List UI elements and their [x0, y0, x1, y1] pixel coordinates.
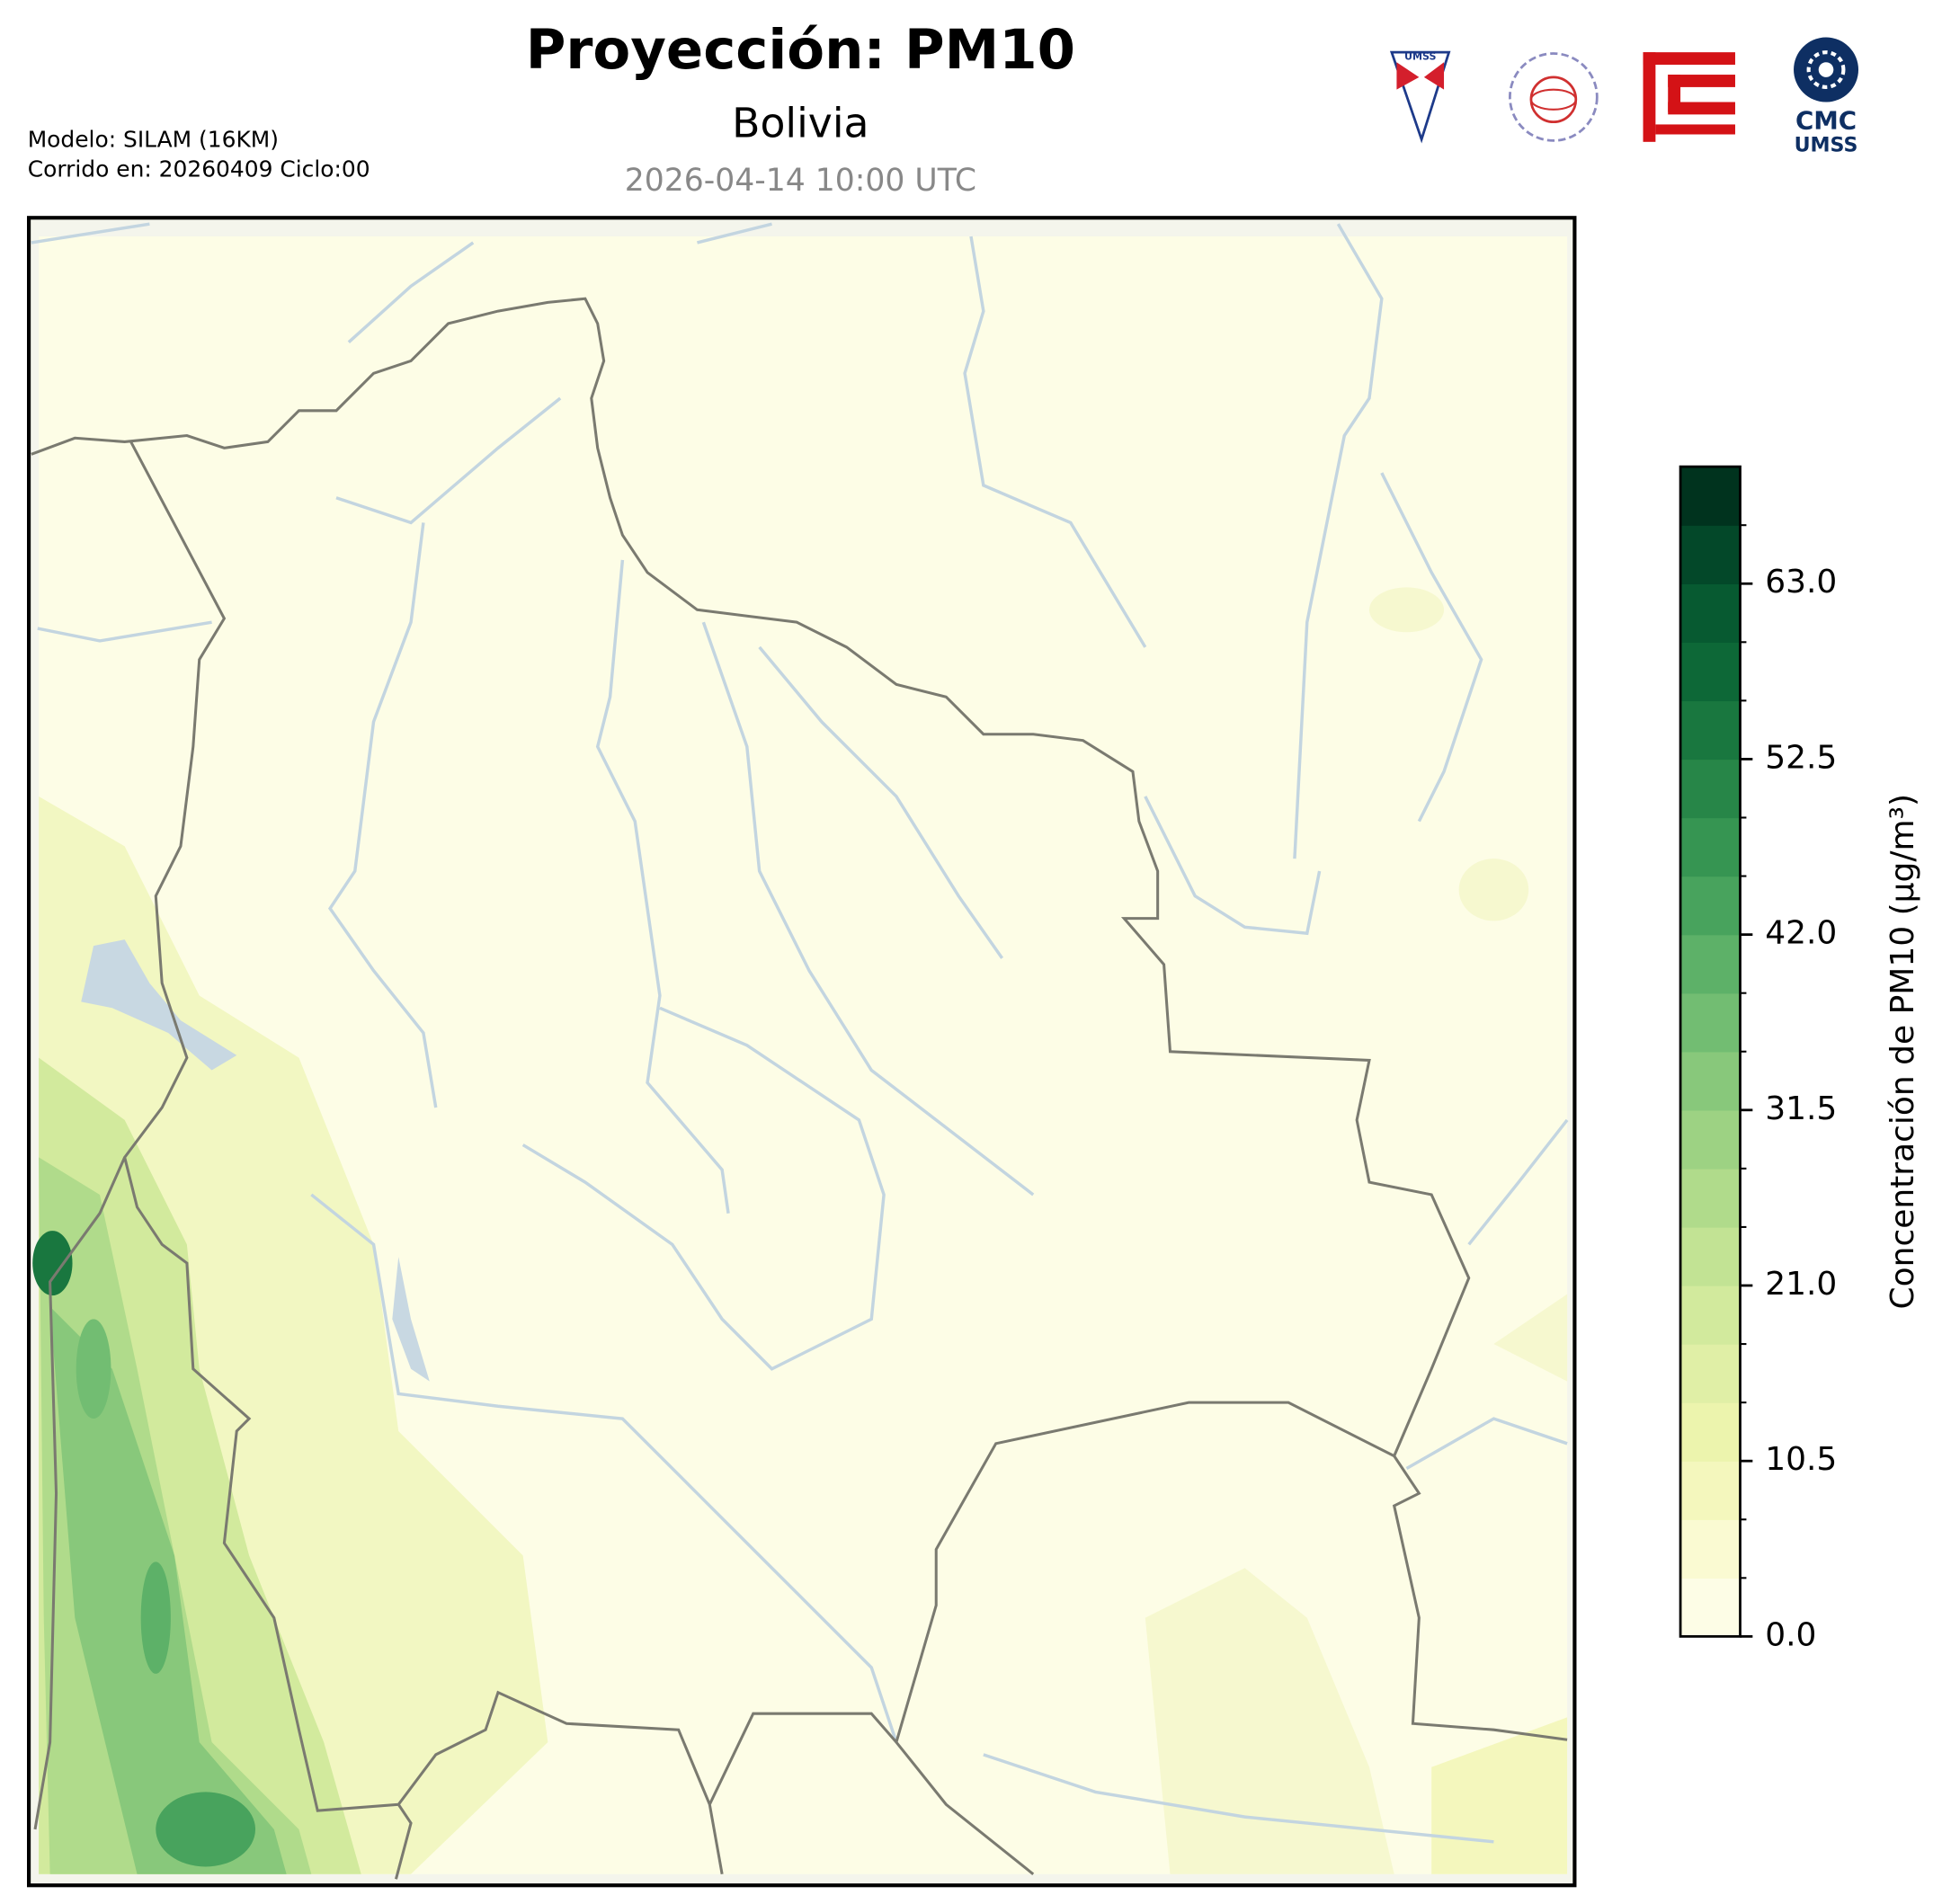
colorbar-band: [1680, 525, 1741, 584]
logo-red: [1643, 52, 1735, 142]
colorbar-band: [1680, 876, 1741, 936]
colorbar-band: [1680, 583, 1741, 643]
logo-text: UMSS: [1404, 51, 1436, 63]
colorbar-band: [1680, 1402, 1741, 1462]
logo-text: UMSS: [1795, 133, 1858, 156]
colorbar-label: Concentración de PM10 (μg/m³): [1884, 794, 1921, 1309]
colorbar-band: [1680, 1461, 1741, 1520]
colorbar-tick-label: 10.5: [1765, 1441, 1837, 1478]
colorbar-band: [1680, 817, 1741, 877]
run-info: Corrido en: 20260409 Ciclo:00: [28, 156, 370, 182]
colorbar-band: [1680, 1168, 1741, 1228]
colorbar-tick-label: 63.0: [1765, 564, 1837, 601]
logo-cmc: CMC UMSS: [1794, 37, 1859, 156]
colorbar-band: [1680, 759, 1741, 819]
model-info: Modelo: SILAM (16KM): [28, 126, 279, 152]
colorbar-band: [1680, 642, 1741, 702]
colorbar-frame: [1679, 465, 1742, 1638]
colorbar-band: [1680, 1578, 1741, 1638]
colorbar: 0.0 10.5 21.0 31.5 42.0 52.5 63.0: [1679, 465, 1837, 1653]
subtitle: Bolivia: [732, 99, 869, 147]
colorbar-tick-label: 0.0: [1765, 1616, 1816, 1653]
logo-text: CMC: [1795, 106, 1857, 136]
colorbar-band: [1680, 700, 1741, 761]
colorbar-tick-label: 42.0: [1765, 915, 1837, 952]
title: Proyección: PM10: [526, 18, 1075, 82]
logo-umss: UMSS: [1389, 51, 1451, 144]
colorbar-tick-label: 21.0: [1765, 1266, 1837, 1303]
colorbar-band: [1680, 934, 1741, 994]
colorbar-band: [1680, 1226, 1741, 1286]
datetime: 2026-04-14 10:00 UTC: [625, 163, 976, 199]
logo-fisica: [1509, 52, 1599, 142]
colorbar-band: [1680, 1344, 1741, 1403]
colorbar-band: [1680, 1051, 1741, 1111]
map: [26, 216, 1577, 1888]
colorbar-tick-label: 52.5: [1765, 739, 1837, 776]
colorbar-band: [1680, 1109, 1741, 1170]
colorbar-band: [1680, 1285, 1741, 1345]
colorbar-band: [1680, 467, 1741, 526]
colorbar-band: [1680, 1519, 1741, 1579]
colorbar-tick-label: 31.5: [1765, 1090, 1837, 1127]
colorbar-band: [1680, 992, 1741, 1053]
